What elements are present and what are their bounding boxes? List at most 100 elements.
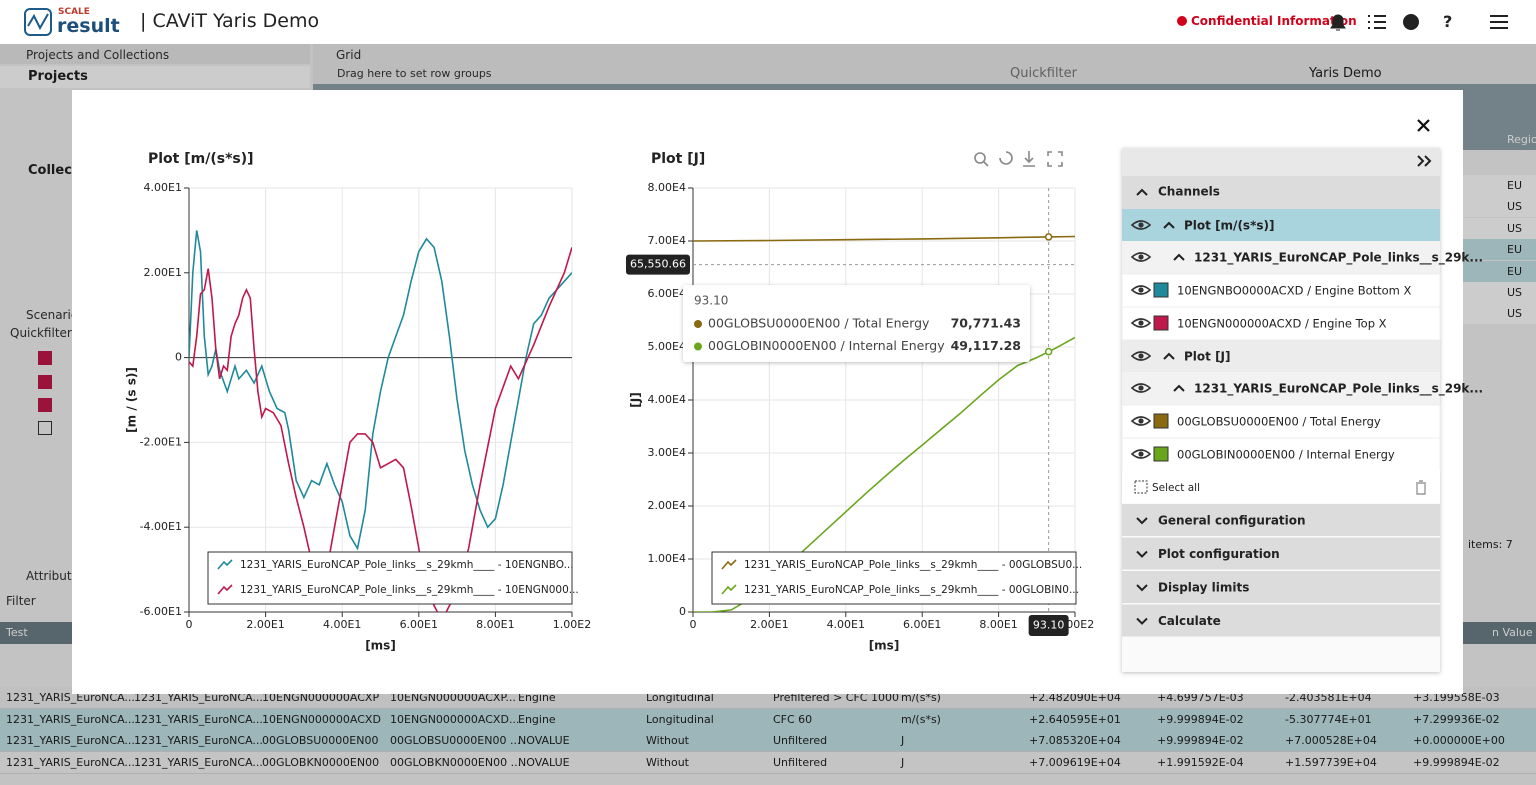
table-cell: +7.009619E+04 (1029, 755, 1121, 769)
list-icon[interactable] (1368, 15, 1386, 29)
collections: Collecti (28, 163, 83, 178)
visibility-toggle[interactable] (1130, 449, 1152, 459)
visibility-toggle[interactable] (1130, 383, 1152, 393)
table-cell: Unfiltered (773, 755, 828, 769)
zoom-icon[interactable] (974, 152, 986, 164)
table-cell: 00GLOBKN0000EN00 (262, 755, 380, 769)
visibility-toggle[interactable] (1130, 220, 1152, 230)
plot-row[interactable] (1122, 209, 1440, 241)
region-row (1463, 217, 1536, 239)
crosshair-x-label: 93.10 (1033, 619, 1065, 632)
x-tick-label: 1.00E2 (553, 618, 591, 631)
chevron (1136, 617, 1148, 625)
chevron (1136, 550, 1148, 558)
x-tick-label: 6.00E1 (903, 618, 941, 631)
channel-row (1121, 404, 1441, 439)
config-section[interactable] (1122, 571, 1440, 603)
tooltip-value: 70,771.43 (951, 316, 1021, 331)
test-name: 1231_YARIS_EuroNCAP_Pole_links__s_29k... (1194, 251, 1483, 266)
tree-box[interactable] (38, 351, 52, 365)
plot-name: Plot [m/(s*s)] (1184, 219, 1274, 233)
collapse-icon[interactable] (1417, 155, 1432, 167)
select-all[interactable]: Select all (1152, 482, 1200, 494)
table-cell: 1231_YARIS_EuroNCA... (134, 734, 263, 747)
filter[interactable]: Filter (6, 594, 36, 608)
table-cell: +3.199558E-03 (1413, 691, 1500, 704)
visibility-toggle[interactable] (1130, 252, 1152, 262)
channel-row (1121, 437, 1441, 472)
table-cell: 1231_YARIS_EuroNCA... (6, 734, 135, 747)
table-cell: +4.699757E-03 (1157, 691, 1244, 704)
projects: Projects (28, 69, 88, 84)
y-tick-label: 6.00E4 (648, 287, 686, 300)
channel-row (1121, 273, 1441, 308)
eye-outline (1130, 220, 1152, 230)
table-cell: CFC 60 (773, 712, 813, 726)
y-tick-label: 2.00E4 (648, 499, 686, 512)
menu-icon[interactable] (1490, 15, 1508, 29)
table-cell: 1231_YARIS_EuroNCA... (134, 691, 263, 704)
table-cell: +9.999894E-02 (1157, 734, 1244, 747)
fullscreen-icon[interactable] (1047, 151, 1063, 167)
table-cell: -2.403581E+04 (1285, 691, 1372, 704)
grid-toolbar (313, 44, 1536, 84)
x-tick-label: 0 (690, 618, 697, 631)
config-section[interactable] (1122, 504, 1440, 536)
confidential-dot (1177, 16, 1187, 26)
user-icon[interactable] (1403, 14, 1419, 30)
plot-row[interactable] (1122, 340, 1440, 372)
table-cell: +7.299936E-02 (1413, 712, 1500, 726)
header (0, 0, 1536, 44)
y-tick-label: 7.00E4 (648, 234, 686, 247)
table-cell: +7.085320E+04 (1029, 734, 1121, 747)
bell-icon[interactable] (1330, 14, 1346, 31)
visibility-toggle[interactable] (1130, 285, 1152, 295)
select-all-icon (1134, 480, 1148, 494)
table-cell: 1231_YARIS_EuroNCA... (134, 712, 263, 726)
download-icon[interactable] (1023, 151, 1035, 167)
test-row (1122, 241, 1440, 274)
left-tab[interactable]: Projects and Collections (26, 48, 170, 62)
tooltip-title: 93.10 (694, 294, 728, 308)
crosshair-x-badge (1028, 615, 1069, 636)
config-section[interactable] (1122, 537, 1440, 570)
config-section[interactable] (1122, 604, 1440, 637)
legend-swatch (217, 559, 233, 570)
table-cell: 00GLOBSU0000EN00 (262, 734, 379, 747)
tooltip-dot (694, 320, 702, 328)
visibility-toggle[interactable] (1130, 351, 1152, 361)
tree-box[interactable] (38, 398, 52, 412)
table-header-value[interactable]: n Value (1492, 626, 1533, 639)
project-select[interactable]: Yaris Demo (1309, 66, 1382, 81)
visibility-toggle[interactable] (1130, 318, 1152, 328)
x-tick-label: 4.00E1 (323, 618, 361, 631)
grid-tab[interactable]: Grid (336, 48, 362, 62)
confidential[interactable]: Confidential Information (1191, 14, 1357, 28)
help-icon[interactable]: ? (1443, 12, 1453, 31)
x-axis-label: [ms] (365, 639, 396, 653)
table-cell: 00GLOBSU0000EN00 ... (390, 734, 521, 747)
eye-outline (1130, 318, 1152, 328)
x-axis-label: [ms] (869, 639, 900, 653)
hover-marker (1044, 233, 1053, 241)
y-tick-label: -2.00E1 (140, 435, 182, 448)
y-tick-label: 2.00E1 (144, 266, 182, 279)
reset-icon[interactable] (999, 151, 1013, 165)
grid-quickfilter[interactable]: Quickfilter (1010, 66, 1077, 81)
visibility-toggle[interactable] (1130, 416, 1152, 426)
x-tick-label: 2.00E1 (750, 618, 788, 631)
table-cell: NOVALUE (518, 734, 570, 747)
items-count: items: 7 (1468, 538, 1513, 551)
y-tick-label: 3.00E4 (648, 446, 686, 459)
tree-box[interactable] (38, 375, 52, 389)
close-button[interactable] (1417, 119, 1430, 132)
table-cell: NOVALUE (518, 755, 570, 769)
channel-color (1153, 282, 1169, 298)
x-tick-label: 0 (186, 618, 193, 631)
tree-box[interactable] (38, 421, 52, 435)
chart-toolbar (974, 151, 1063, 167)
eye-pupil (1138, 254, 1144, 260)
legend-swatch (217, 584, 233, 595)
table-header-test[interactable]: Test (6, 626, 28, 639)
quickfilter[interactable]: Quickfilter. (10, 326, 75, 340)
